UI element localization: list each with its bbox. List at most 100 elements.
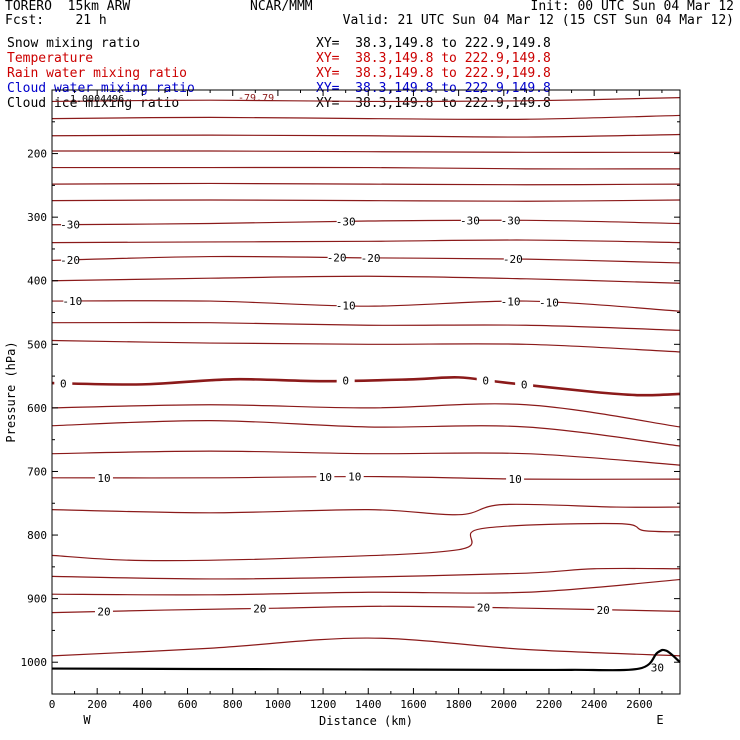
contour-label: -10 [539, 297, 559, 310]
contour-label-bg [501, 295, 520, 308]
temperature-contour [51, 503, 681, 516]
temperature-contour [51, 578, 681, 596]
temperature-contour [51, 605, 681, 614]
contour-label-bg [506, 472, 525, 485]
contour-label-bg [476, 374, 495, 387]
contour-label-bg [361, 251, 380, 264]
x-tick-label: 1000 [265, 698, 292, 711]
contour-label-bg [94, 471, 113, 484]
field-xy-range: XY= 38.3,149.8 to 222.9,149.8 [316, 96, 551, 111]
x-tick-label: 800 [223, 698, 243, 711]
x-tick-label: 200 [87, 698, 107, 711]
contour-label-bg [63, 295, 82, 308]
x-tick-label: 0 [49, 698, 56, 711]
temperature-contour [51, 567, 681, 580]
y-tick-label: 200 [27, 148, 47, 161]
init-time: Init: 00 UTC Sun 04 Mar 12 [530, 0, 735, 14]
contour-label: 20 [477, 602, 490, 615]
annotation-min-temp: -79.79 [238, 93, 274, 104]
contour-label: 10 [348, 471, 361, 484]
x-tick-label: 600 [178, 698, 198, 711]
contour-label-bg [460, 214, 479, 227]
temperature-contour [51, 637, 681, 657]
contour-label-bg [501, 214, 520, 227]
contour-label-bg [316, 470, 335, 483]
temperature-contour [51, 150, 681, 153]
temperature-contour [51, 339, 681, 353]
terrain-line [51, 648, 681, 672]
y-tick-label: 800 [27, 529, 47, 542]
model-name: TORERO 15km ARW [5, 0, 131, 14]
y-tick-label: 700 [27, 465, 47, 478]
temperature-contour [51, 300, 681, 312]
x-tick-label: 2600 [626, 698, 653, 711]
west-label: W [83, 713, 91, 727]
contour-label: 0 [521, 379, 528, 392]
contour-label: 10 [508, 473, 521, 486]
contour-label-bg [250, 602, 269, 615]
temperature-contour [51, 420, 681, 447]
contour-label-bg [61, 253, 80, 266]
temperature-contour [51, 275, 681, 284]
contour-label: -10 [62, 295, 82, 308]
contour-label-bg [474, 601, 493, 614]
x-tick-label: 1600 [400, 698, 427, 711]
contour-label: 30 [651, 661, 664, 674]
contour-label: 20 [253, 602, 266, 615]
contour-label: 10 [97, 472, 110, 485]
temperature-contour [51, 403, 681, 428]
field-name: Temperature [7, 51, 94, 66]
y-tick-label: 900 [27, 593, 47, 606]
contour-label: -20 [361, 252, 381, 265]
temperature-contour [51, 475, 681, 480]
contour-label: -10 [336, 299, 356, 312]
temperature-contour [52, 166, 681, 170]
field-xy-range: XY= 38.3,149.8 to 222.9,149.8 [316, 36, 551, 51]
east-label: E [656, 713, 663, 727]
field-xy-range: XY= 38.3,149.8 to 222.9,149.8 [316, 51, 551, 66]
contour-label-bg [594, 603, 613, 616]
annotation-max-value: 1.0004496 [70, 94, 124, 105]
contour-label-bg [94, 605, 113, 618]
x-tick-label: 2400 [581, 698, 608, 711]
y-tick-label: 400 [27, 275, 47, 288]
field-name: Snow mixing ratio [7, 36, 141, 51]
temperature-contour [51, 375, 681, 397]
contour-label: -30 [460, 215, 480, 228]
y-tick-label: 1000 [21, 656, 48, 669]
x-tick-label: 400 [132, 698, 152, 711]
temperature-contour [51, 199, 681, 202]
contour-label: 0 [482, 374, 489, 387]
contour-label: -10 [501, 296, 521, 309]
contour-label: 20 [597, 604, 610, 617]
temperature-contour [51, 321, 681, 331]
contour-label-bg [503, 253, 522, 266]
temperature-contour [51, 450, 681, 466]
contour-label: -30 [501, 214, 521, 227]
x-tick-label: 1800 [445, 698, 472, 711]
y-tick-label: 500 [27, 338, 47, 351]
x-tick-label: 2000 [491, 698, 518, 711]
contour-label: 0 [342, 375, 349, 388]
contour-label: 10 [319, 471, 332, 484]
field-xy-range: XY= 38.3,149.8 to 222.9,149.8 [316, 66, 551, 81]
temperature-contour [51, 239, 681, 244]
center-name: NCAR/MMM [250, 0, 313, 14]
temperature-contour [51, 133, 681, 138]
forecast-hour: Fcst: 21 h [5, 13, 107, 28]
contour-label-bg [336, 374, 355, 387]
temperature-contour [51, 219, 681, 226]
contour-label-bg [61, 218, 80, 231]
contour-label: 20 [97, 605, 110, 618]
contour-label-bg [336, 215, 355, 228]
temperature-contour [51, 182, 681, 186]
contour-label-bg [327, 251, 346, 264]
temperature-contour [51, 114, 681, 121]
contour-label-bg [515, 378, 534, 391]
plot-frame [51, 89, 681, 695]
contour-label: -20 [327, 252, 347, 265]
x-tick-label: 1200 [310, 698, 337, 711]
y-tick-label: 300 [27, 211, 47, 224]
x-axis-title: Distance (km) [319, 714, 413, 728]
